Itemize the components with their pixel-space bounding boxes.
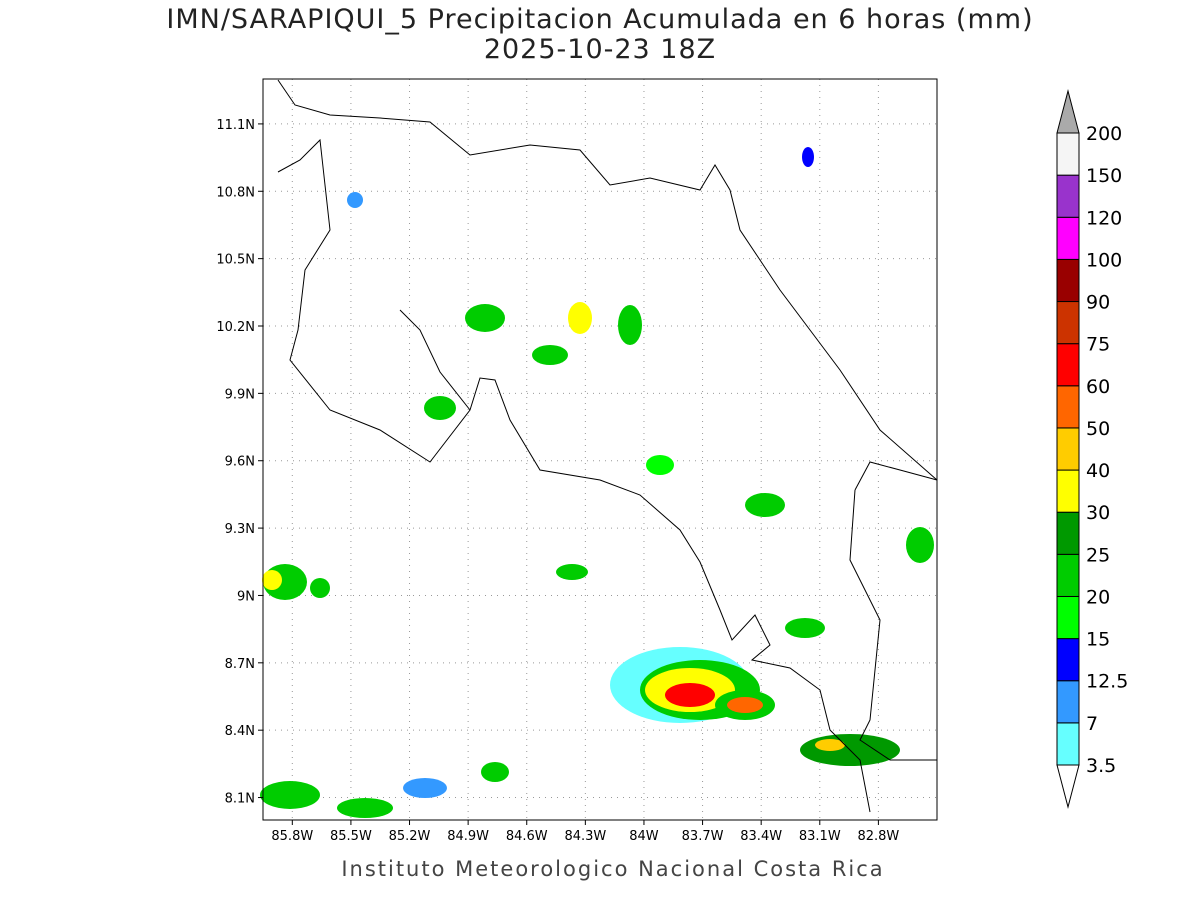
lon-tick-label: 83.4W	[740, 829, 782, 844]
colorbar-segment	[1056, 595, 1080, 640]
colorbar-label: 100	[1086, 249, 1122, 271]
colorbar-segment	[1056, 553, 1080, 597]
lon-tick-label: 84W	[629, 829, 659, 844]
colorbar-label: 12.5	[1086, 671, 1128, 693]
coastlines	[277, 79, 938, 813]
colorbar-under	[1056, 764, 1080, 809]
grid	[263, 79, 937, 820]
rain-area	[260, 781, 320, 809]
lat-tick-label: 8.7N	[225, 657, 255, 672]
rain-area	[665, 683, 715, 707]
colorbar-segment	[1056, 638, 1080, 682]
rain-area	[424, 396, 456, 420]
lon-tick-label: 84.6W	[506, 829, 548, 844]
colorbar-label: 150	[1086, 165, 1122, 187]
rain-area	[310, 578, 330, 598]
colorbar: 3.5 7 12.5 15 20 25 30 40 50 60 75 90 100 120 150 200	[1056, 89, 1128, 809]
map-frame	[262, 78, 938, 821]
lon-tick-label: 84.3W	[564, 829, 606, 844]
lat-tick-label: 9N	[237, 589, 255, 604]
lat-tick-label: 9.6N	[225, 455, 255, 470]
colorbar-label: 200	[1086, 123, 1122, 145]
rain-area	[556, 564, 588, 580]
lat-tick-label: 9.3N	[225, 522, 255, 537]
rain-area	[337, 798, 393, 818]
rain-area	[347, 192, 363, 208]
lon-tick-label: 85.5W	[330, 829, 372, 844]
rain-area	[403, 778, 447, 798]
colorbar-segment	[1056, 427, 1080, 471]
colorbar-segment	[1056, 722, 1080, 766]
rain-area	[532, 345, 568, 365]
colorbar-label: 50	[1086, 418, 1110, 440]
footer: Instituto Meteorologico Nacional Costa R…	[341, 857, 884, 881]
colorbar-segment	[1056, 132, 1080, 176]
title: IMN/SARAPIQUI_5 Precipitacion Acumulada …	[166, 4, 1033, 35]
coastline	[399, 309, 471, 411]
colorbar-segment	[1056, 680, 1080, 724]
colorbar-label: 30	[1086, 502, 1110, 524]
colorbar-label: 3.5	[1086, 755, 1116, 777]
lon-tick-label: 82.8W	[857, 829, 899, 844]
colorbar-label: 7	[1086, 713, 1098, 735]
precipitation-field	[260, 147, 934, 818]
colorbar-label: 90	[1086, 292, 1110, 314]
colorbar-segment	[1056, 469, 1080, 513]
lon-tick-label: 85.2W	[389, 829, 431, 844]
rain-area	[815, 739, 845, 751]
rain-area	[906, 527, 934, 563]
colorbar-label: 40	[1086, 460, 1110, 482]
lat-tick-label: 9.9N	[225, 387, 255, 402]
rain-area	[465, 304, 505, 332]
colorbar-label: 60	[1086, 376, 1110, 398]
coastline	[849, 461, 938, 761]
colorbar-segment	[1056, 511, 1080, 555]
colorbar-label: 120	[1086, 207, 1122, 229]
colorbar-over	[1056, 89, 1080, 134]
colorbar-segment	[1056, 343, 1080, 387]
rain-area	[481, 762, 509, 782]
rain-area	[727, 697, 763, 713]
colorbar-label: 75	[1086, 334, 1110, 356]
colorbar-label: 20	[1086, 586, 1110, 608]
colorbar-segment	[1056, 174, 1080, 218]
rain-area	[618, 305, 642, 345]
rain-area	[646, 455, 674, 475]
axis-labels: 85.8W 85.5W 85.2W 84.9W 84.6W 84.3W 84W 83.7W 83…	[216, 118, 899, 844]
lon-tick-label: 84.9W	[447, 829, 489, 844]
lon-tick-label: 85.8W	[271, 829, 313, 844]
lat-tick-label: 8.4N	[225, 724, 255, 739]
colorbar-segment	[1056, 301, 1080, 345]
colorbar-segment	[1056, 385, 1080, 429]
lat-tick-label: 10.8N	[216, 185, 255, 200]
colorbar-segment	[1056, 216, 1080, 260]
colorbar-segment	[1056, 258, 1080, 303]
colorbar-label: 15	[1086, 629, 1110, 651]
rain-area	[802, 147, 814, 167]
lon-tick-label: 83.7W	[682, 829, 724, 844]
colorbar-label: 25	[1086, 544, 1110, 566]
lat-tick-label: 10.2N	[216, 320, 255, 335]
rain-area	[745, 493, 785, 517]
rain-area	[262, 570, 282, 590]
rain-area	[568, 302, 592, 334]
lat-tick-label: 11.1N	[216, 118, 255, 133]
lon-tick-label: 83.1W	[799, 829, 841, 844]
lat-tick-label: 10.5N	[216, 253, 255, 268]
subtitle: 2025-10-23 18Z	[484, 34, 716, 65]
coastline	[277, 138, 871, 813]
coastline	[277, 79, 938, 481]
lat-tick-label: 8.1N	[225, 792, 255, 807]
rain-area	[785, 618, 825, 638]
